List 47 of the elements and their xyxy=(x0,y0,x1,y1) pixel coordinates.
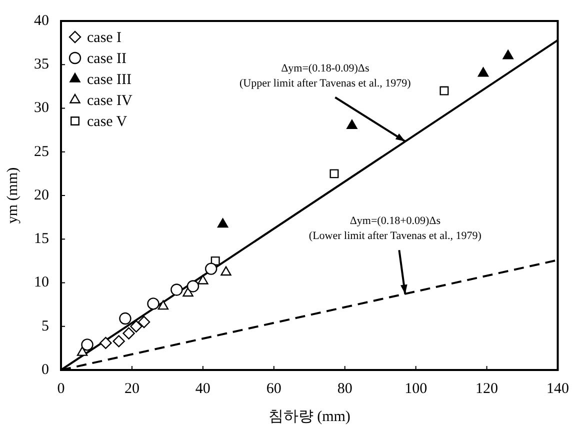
point xyxy=(220,266,232,276)
point xyxy=(478,67,489,77)
x-tick-label: 40 xyxy=(195,380,210,397)
point xyxy=(100,336,112,350)
y-axis-title: ym (mm) xyxy=(4,167,21,224)
point xyxy=(170,284,183,296)
point xyxy=(217,218,228,228)
point xyxy=(346,120,358,130)
point xyxy=(76,346,88,356)
y-tick-label: 0 xyxy=(42,362,49,378)
point xyxy=(130,320,142,332)
point xyxy=(186,280,200,292)
point xyxy=(198,274,208,284)
legend-label: case V xyxy=(87,114,128,130)
x-tick-label: 140 xyxy=(546,380,569,397)
point xyxy=(440,86,449,96)
y-tick-label: 30 xyxy=(34,100,49,116)
y-tick-label: 15 xyxy=(34,231,49,248)
legend-label: case III xyxy=(87,72,132,88)
legend-label: case II xyxy=(87,50,127,67)
point xyxy=(147,298,160,310)
x-tick-label: 100 xyxy=(404,380,428,397)
y-tick-label: 35 xyxy=(34,56,49,73)
x-tick-label: 60 xyxy=(266,380,282,397)
point xyxy=(119,312,132,325)
point xyxy=(158,300,169,310)
point xyxy=(204,262,218,275)
x-tick-label: 120 xyxy=(476,380,498,397)
annotation: Δym=(0.18+0.09)Δs (Lower limit after Tavenas et al., 1979) xyxy=(308,215,482,242)
x-axis-title: 침하량 (mm) xyxy=(268,408,350,425)
y-tick-label: 10 xyxy=(34,274,49,291)
point xyxy=(81,338,94,351)
annotation: Δym=(0.18-0.09)Δs (Upper limit after Tavenas et al., 1979) xyxy=(240,62,412,90)
y-tick-label: 25 xyxy=(34,144,49,160)
point xyxy=(138,316,150,328)
x-tick-label: 20 xyxy=(124,380,140,397)
y-tick-label: 20 xyxy=(34,187,49,204)
y-tick-label: 5 xyxy=(42,318,49,334)
point xyxy=(330,169,339,178)
x-tick-label: 80 xyxy=(337,380,352,397)
point xyxy=(112,335,125,348)
legend-label: case IV xyxy=(87,92,133,109)
point xyxy=(122,327,135,340)
x-tick-label: 0 xyxy=(57,380,65,397)
point xyxy=(502,50,514,60)
y-tick-label: 40 xyxy=(34,12,49,29)
legend-label: case I xyxy=(87,30,122,46)
